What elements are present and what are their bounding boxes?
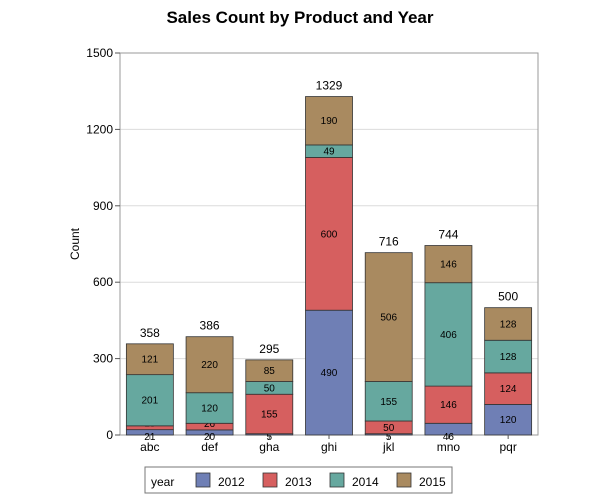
bar-segment-ghi-2012 [305, 309, 353, 436]
bar-segment-jkl-2015 [364, 252, 413, 382]
legend-swatch-2012 [195, 472, 211, 488]
segment-value-label: 128 [500, 352, 517, 363]
bar-total-label: 295 [259, 342, 279, 356]
y-tick-label: 0 [106, 428, 113, 442]
x-tick-label: abc [140, 440, 159, 454]
bar-segment-mno-2015 [424, 245, 473, 284]
x-tick-label: jkl [382, 440, 394, 454]
x-tick-label: gha [259, 440, 279, 454]
bar-segment-ghi-2013 [305, 157, 353, 311]
x-tick-label: ghi [321, 440, 337, 454]
legend-label: 2014 [352, 475, 379, 489]
bar-segment-pqr-2014 [484, 339, 533, 374]
y-tick-label: 1200 [86, 122, 113, 136]
segment-value-label: 121 [142, 355, 159, 366]
segment-value-label: 49 [323, 147, 335, 158]
bar-segment-mno-2014 [424, 282, 473, 387]
y-axis-label: Count [68, 227, 82, 260]
segment-value-label: 220 [201, 360, 218, 371]
x-tick-label: pqr [499, 440, 516, 454]
bar-total-label: 500 [498, 290, 518, 304]
segment-value-label: 155 [261, 409, 278, 420]
bar-segment-mno-2013 [424, 385, 473, 424]
segment-value-label: 120 [201, 404, 218, 415]
legend-swatch-2015 [396, 472, 412, 488]
x-tick-label: mno [437, 440, 461, 454]
bar-total-label: 1329 [316, 79, 343, 93]
legend-title: year [151, 475, 174, 489]
segment-value-label: 155 [380, 397, 397, 408]
chart-title: Sales Count by Product and Year [166, 8, 433, 27]
segment-value-label: 50 [383, 423, 395, 434]
segment-value-label: 124 [500, 384, 517, 395]
bar-segment-gha-2013 [245, 393, 294, 435]
bar-total-label: 716 [379, 235, 399, 249]
segment-value-label: 190 [321, 116, 338, 127]
legend-label: 2015 [419, 475, 446, 489]
segment-value-label: 120 [500, 415, 517, 426]
bar-segment-def-2014 [185, 392, 234, 424]
x-tick-label: def [201, 440, 218, 454]
segment-value-label: 85 [264, 366, 276, 377]
bar-total-label: 386 [200, 319, 220, 333]
bars: 2115201121358202612022038651555085295490… [125, 79, 533, 443]
legend: year 2012 2013 2014 2015 [144, 466, 453, 494]
y-tick-label: 1500 [86, 46, 113, 60]
y-axis: 0 300 600 900 1200 1500 [86, 46, 120, 442]
segment-value-label: 490 [321, 368, 338, 379]
bar-segment-pqr-2013 [484, 372, 533, 405]
segment-value-label: 146 [440, 260, 457, 271]
bar-segment-pqr-2012 [484, 404, 533, 436]
bar-segment-jkl-2014 [364, 381, 413, 422]
bar-segment-def-2015 [185, 336, 234, 394]
bar-total-label: 744 [438, 228, 458, 242]
segment-value-label: 128 [500, 319, 517, 330]
legend-label: 2013 [285, 475, 312, 489]
legend-swatch-2013 [262, 472, 278, 488]
bar-segment-gha-2015 [245, 359, 294, 382]
y-tick-label: 900 [93, 199, 113, 213]
bar-segment-abc-2014 [125, 374, 174, 427]
legend-swatch-2014 [329, 472, 345, 488]
y-tick-label: 600 [93, 275, 113, 289]
segment-value-label: 406 [440, 330, 457, 341]
bar-total-label: 358 [140, 326, 160, 340]
segment-value-label: 600 [321, 229, 338, 240]
legend-label: 2012 [218, 475, 245, 489]
legend-items: 2012 2013 2014 2015 [195, 472, 446, 489]
segment-value-label: 50 [264, 383, 276, 394]
x-axis: abc def gha ghi jkl mno pqr [140, 435, 517, 454]
segment-value-label: 506 [380, 313, 397, 324]
segment-value-label: 201 [142, 396, 159, 407]
bar-segment-ghi-2015 [305, 96, 353, 146]
bar-segment-abc-2015 [125, 343, 174, 376]
segment-value-label: 26 [204, 419, 216, 430]
y-tick-label: 300 [93, 352, 113, 366]
segment-value-label: 146 [440, 400, 457, 411]
bar-segment-pqr-2015 [484, 307, 533, 341]
